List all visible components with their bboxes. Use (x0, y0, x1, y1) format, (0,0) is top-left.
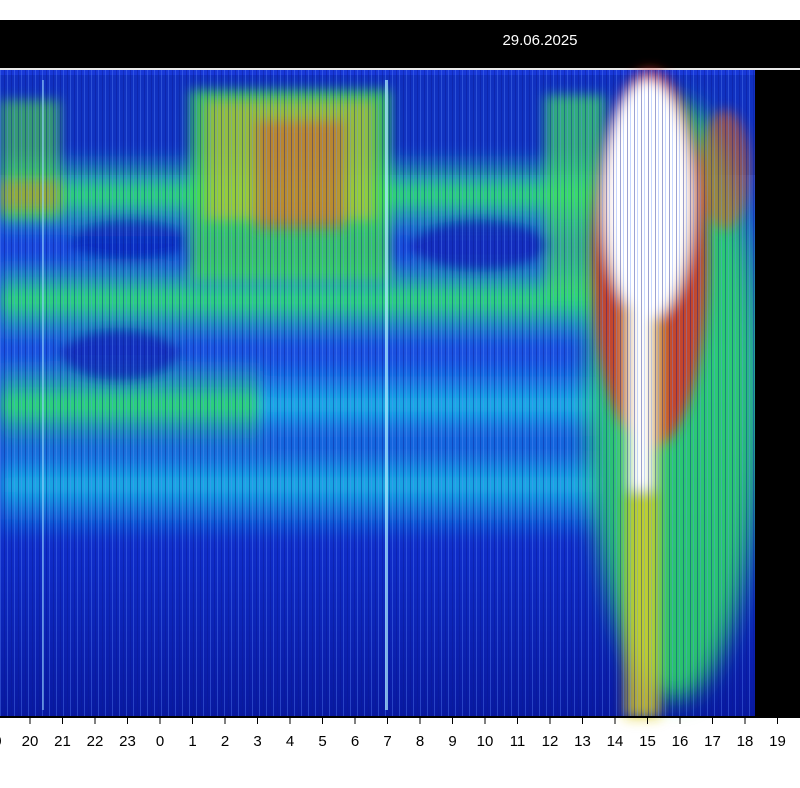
date: 29.06.2025 (502, 32, 577, 49)
x-tick-label: 19 (769, 733, 786, 750)
x-tick-label: 14 (607, 733, 624, 750)
x-tick-label: 15 (639, 733, 656, 750)
x-tick-label: 10 (477, 733, 494, 750)
x-tick-label: 7 (383, 733, 391, 750)
right-strip (755, 70, 800, 718)
x-tick-label: 8 (416, 733, 424, 750)
axis-line (0, 716, 800, 718)
x-tick-label: 0 (156, 733, 164, 750)
header-line (0, 68, 800, 70)
x-tick-label: 16 (672, 733, 689, 750)
x-tick-label: 9 (0, 733, 2, 750)
x-tick-label: 9 (448, 733, 456, 750)
spectrogram (0, 70, 760, 718)
x-tick-label: 21 (54, 733, 71, 750)
x-tick-label: 18 (737, 733, 754, 750)
x-tick-label: 20 (22, 733, 39, 750)
x-tick-label: 3 (253, 733, 261, 750)
header-bar (0, 20, 800, 68)
x-tick-label: 11 (510, 733, 526, 750)
x-tick-label: 23 (119, 733, 136, 750)
x-tick-label: 5 (318, 733, 326, 750)
x-tick-label: 13 (574, 733, 591, 750)
x-tick-label: 12 (542, 733, 559, 750)
x-tick-label: 1 (188, 733, 196, 750)
x-tick-label: 22 (87, 733, 104, 750)
x-tick-label: 4 (286, 733, 294, 750)
x-tick-label: 17 (704, 733, 721, 750)
x-tick-label: 2 (221, 733, 229, 750)
x-axis: 920212223012345678910111213141516171819 (0, 718, 786, 750)
x-tick-label: 6 (351, 733, 359, 750)
